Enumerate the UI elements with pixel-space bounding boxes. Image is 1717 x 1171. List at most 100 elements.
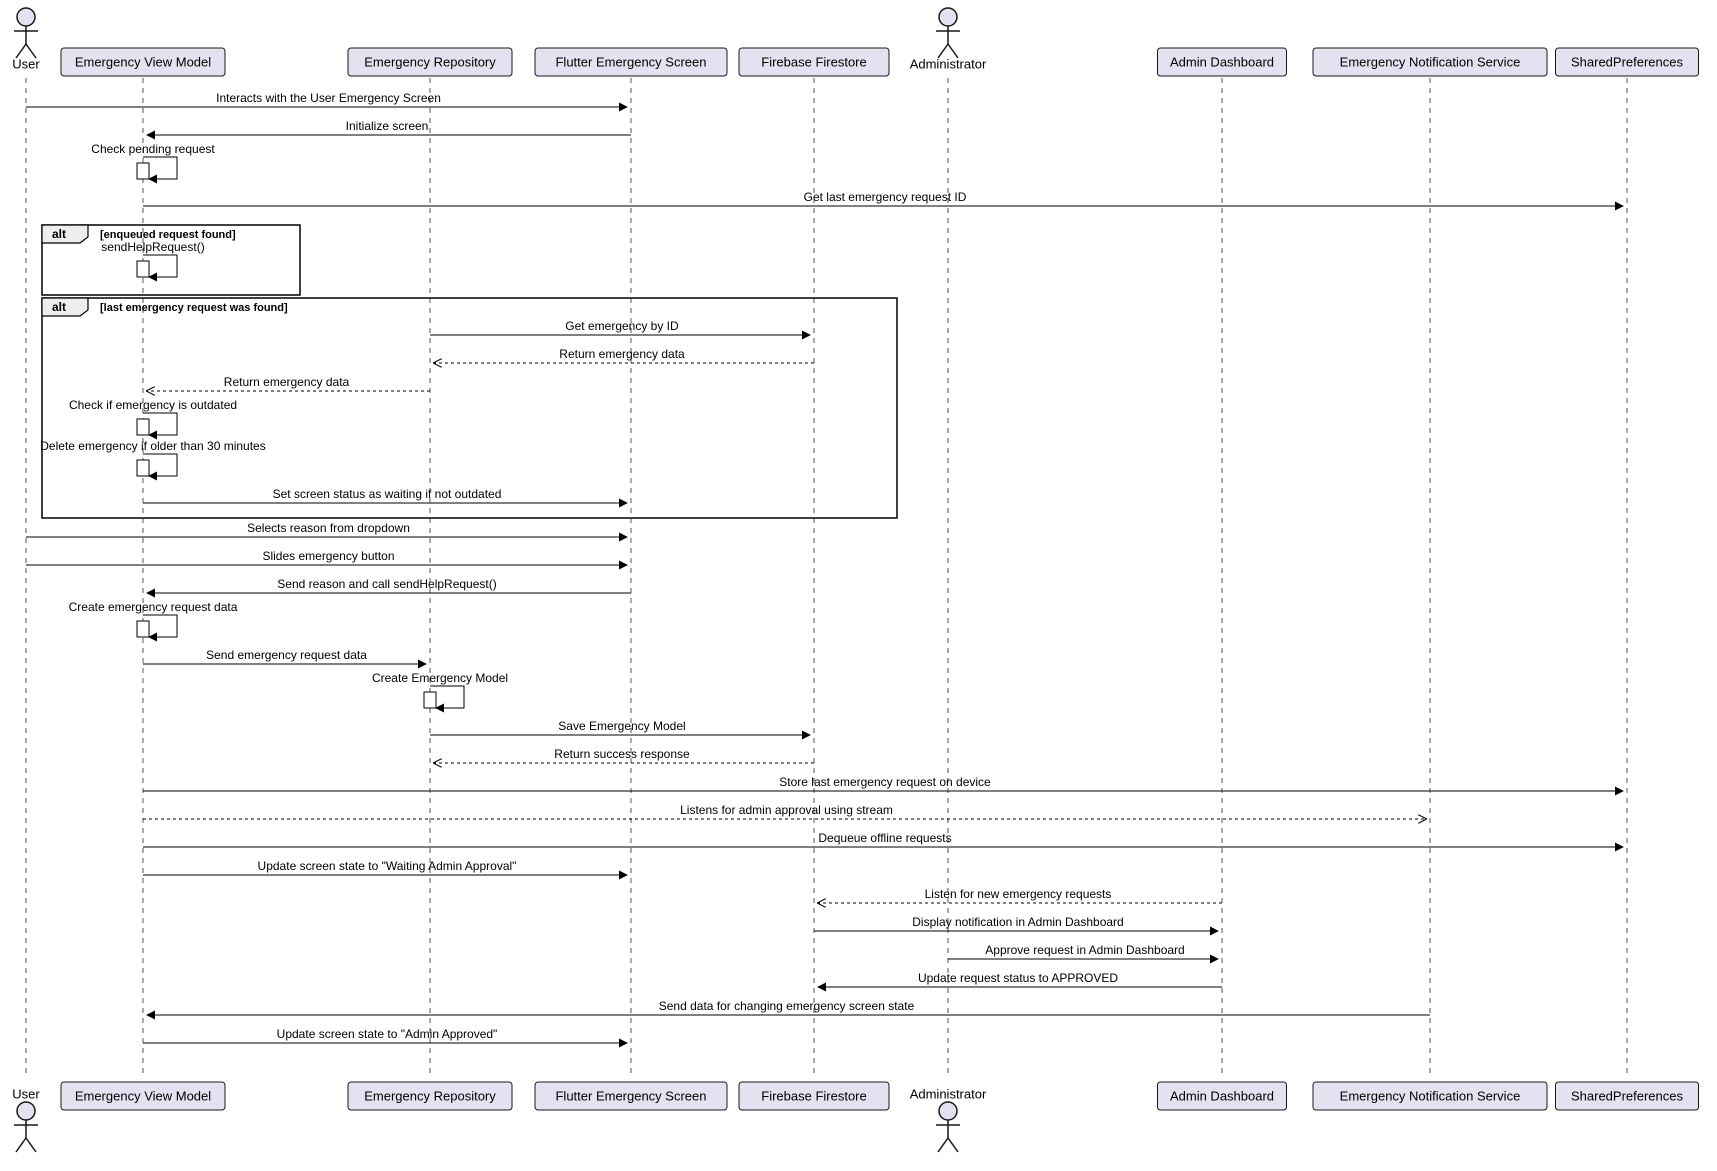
message: Return emergency data [434,347,814,363]
participant: Admin Dashboard [1158,1082,1287,1110]
message: Update request status to APPROVED [818,971,1222,987]
message: Update screen state to "Waiting Admin Ap… [143,859,627,875]
message: Get last emergency request ID [143,190,1623,206]
message: Send data for changing emergency screen … [147,999,1430,1015]
svg-text:Emergency Repository: Emergency Repository [364,55,496,70]
svg-text:alt: alt [52,300,66,314]
message: Approve request in Admin Dashboard [948,943,1218,959]
svg-text:Initialize screen: Initialize screen [346,119,429,133]
svg-text:Check pending request: Check pending request [91,142,215,156]
svg-text:Delete emergency if older than: Delete emergency if older than 30 minute… [40,439,265,453]
sequence-diagram: alt[enqueued request found]alt[last emer… [0,0,1717,1166]
messages: Interacts with the User Emergency Screen… [26,91,1623,1043]
message: Delete emergency if older than 30 minute… [40,439,265,476]
message: Dequeue offline requests [143,831,1623,847]
participant: Administrator [910,8,987,72]
participant: User [12,8,40,72]
alt-frames: alt[enqueued request found]alt[last emer… [42,225,897,518]
svg-text:Return success response: Return success response [554,747,690,761]
svg-text:Emergency View Model: Emergency View Model [75,1089,211,1104]
participant: Flutter Emergency Screen [535,48,727,76]
svg-text:Emergency Notification Service: Emergency Notification Service [1340,1089,1521,1104]
svg-text:Emergency Notification Service: Emergency Notification Service [1340,55,1521,70]
message: Initialize screen [147,119,631,135]
message: Return emergency data [147,375,430,391]
participant: Emergency Notification Service [1313,1082,1547,1110]
svg-text:Check if emergency is outdated: Check if emergency is outdated [69,398,237,412]
message: Check if emergency is outdated [69,398,237,435]
message: Selects reason from dropdown [26,521,627,537]
participant: User [12,1087,40,1153]
participant: Admin Dashboard [1158,48,1287,76]
participant: Administrator [910,1087,987,1153]
participants: User User Emergency View Model Emergency Vi… [12,8,1698,1152]
svg-text:Firebase Firestore: Firebase Firestore [761,55,866,70]
svg-text:Update request status to APPRO: Update request status to APPROVED [918,971,1118,985]
message: Display notification in Admin Dashboard [814,915,1218,931]
participant: Flutter Emergency Screen [535,1082,727,1110]
svg-text:Update screen state to "Waitin: Update screen state to "Waiting Admin Ap… [258,859,517,873]
svg-text:Firebase Firestore: Firebase Firestore [761,1089,866,1104]
svg-text:Interacts with the User Emerge: Interacts with the User Emergency Screen [216,91,441,105]
participant: Emergency View Model [61,48,225,76]
svg-text:Send data for changing emergen: Send data for changing emergency screen … [659,999,915,1013]
svg-text:Get last emergency request ID: Get last emergency request ID [804,190,967,204]
svg-text:Approve request in Admin Dashb: Approve request in Admin Dashboard [985,943,1184,957]
participant: Firebase Firestore [739,1082,889,1110]
svg-text:Slides emergency button: Slides emergency button [262,549,394,563]
svg-text:Get emergency by ID: Get emergency by ID [565,319,679,333]
svg-text:Store last emergency request o: Store last emergency request on device [779,775,991,789]
svg-text:Return emergency data: Return emergency data [559,347,685,361]
svg-text:Send emergency request data: Send emergency request data [206,648,367,662]
message: Set screen status as waiting if not outd… [143,487,627,503]
svg-text:Set screen status as waiting i: Set screen status as waiting if not outd… [273,487,502,501]
message: Listen for new emergency requests [818,887,1222,903]
svg-text:User: User [12,57,40,72]
svg-text:User: User [12,1087,40,1102]
svg-text:Listens for admin approval usi: Listens for admin approval using stream [680,803,893,817]
alt-frame: alt[enqueued request found] [42,225,300,295]
participant: Firebase Firestore [739,48,889,76]
svg-text:Dequeue offline requests: Dequeue offline requests [818,831,951,845]
svg-text:Send reason and call sendHelpR: Send reason and call sendHelpRequest() [277,577,496,591]
message: sendHelpRequest() [101,240,204,277]
svg-text:Selects reason from dropdown: Selects reason from dropdown [247,521,410,535]
message: Listens for admin approval using stream [143,803,1426,819]
svg-text:alt: alt [52,227,66,241]
svg-text:Display notification in Admin: Display notification in Admin Dashboard [912,915,1123,929]
message: Create emergency request data [69,600,238,637]
svg-text:Emergency Repository: Emergency Repository [364,1089,496,1104]
participant: Emergency Notification Service [1313,48,1547,76]
svg-text:Save Emergency Model: Save Emergency Model [558,719,685,733]
participant: Emergency View Model [61,1082,225,1110]
message: Store last emergency request on device [143,775,1623,791]
participant: Emergency Repository [348,48,512,76]
message: Get emergency by ID [430,319,810,335]
svg-text:SharedPreferences: SharedPreferences [1571,55,1684,70]
message: Update screen state to "Admin Approved" [143,1027,627,1043]
svg-text:[last emergency request was fo: [last emergency request was found] [100,302,288,314]
svg-text:sendHelpRequest(): sendHelpRequest() [101,240,204,254]
svg-text:Administrator: Administrator [910,1087,987,1102]
participant: Emergency Repository [348,1082,512,1110]
message: Check pending request [91,142,215,179]
message: Send reason and call sendHelpRequest() [147,577,631,593]
message: Interacts with the User Emergency Screen [26,91,627,107]
svg-text:Create emergency request data: Create emergency request data [69,600,238,614]
message: Slides emergency button [26,549,627,565]
svg-text:Create Emergency Model: Create Emergency Model [372,671,508,685]
lifelines [26,78,1627,1078]
svg-text:Admin Dashboard: Admin Dashboard [1170,55,1274,70]
svg-text:Flutter Emergency Screen: Flutter Emergency Screen [555,1089,706,1104]
svg-text:Administrator: Administrator [910,57,987,72]
message: Return success response [434,747,814,763]
message: Create Emergency Model [372,671,508,708]
message: Save Emergency Model [430,719,810,735]
svg-text:Return emergency data: Return emergency data [224,375,350,389]
svg-text:Update screen state to "Admin: Update screen state to "Admin Approved" [277,1027,498,1041]
svg-text:Emergency View Model: Emergency View Model [75,55,211,70]
message: Send emergency request data [143,648,426,664]
participant: SharedPreferences [1556,48,1699,76]
participant: SharedPreferences [1556,1082,1699,1110]
svg-text:Admin Dashboard: Admin Dashboard [1170,1089,1274,1104]
